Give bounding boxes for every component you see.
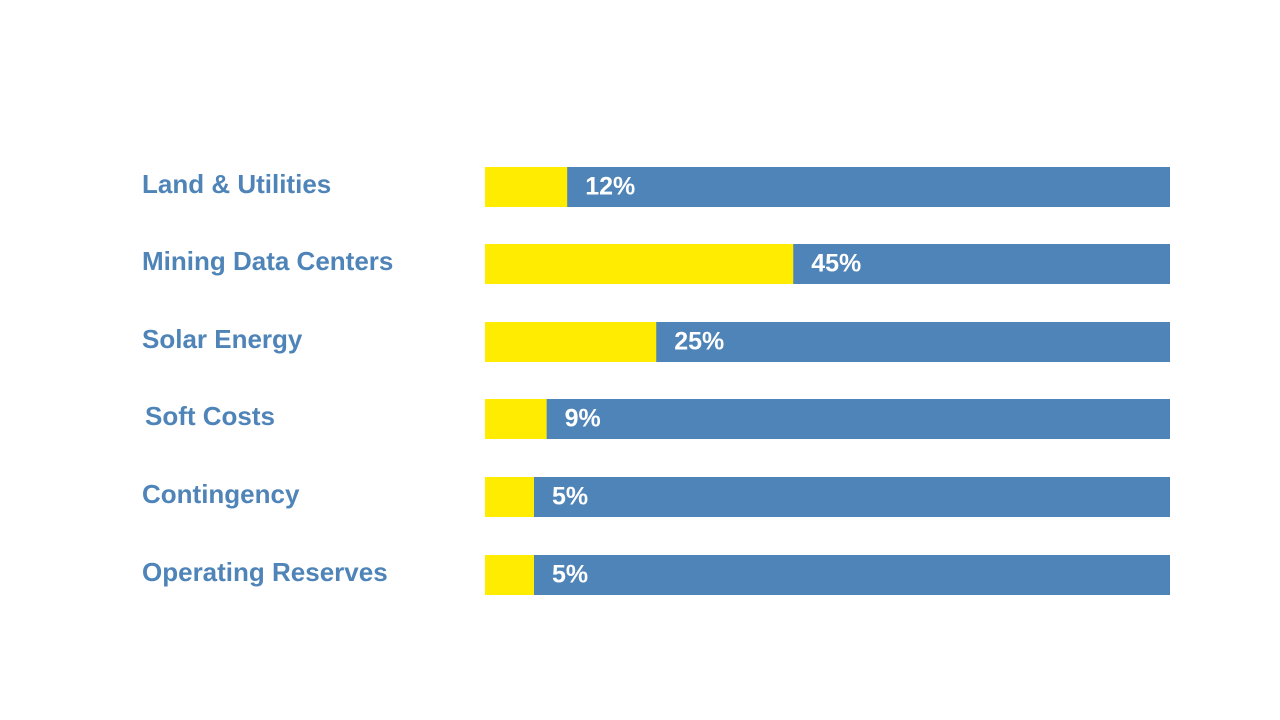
- bar-fill: [485, 555, 534, 595]
- bar-remainder: [485, 555, 1170, 595]
- value-label: 5%: [552, 483, 588, 511]
- bar-remainder: [485, 167, 1170, 207]
- bar-row: Soft Costs 9%: [145, 399, 1170, 439]
- value-label: 45%: [811, 250, 861, 278]
- category-label: Soft Costs: [145, 401, 275, 431]
- bar-fill: [485, 477, 534, 517]
- category-label: Contingency: [142, 479, 300, 509]
- bar-row: Contingency 5%: [142, 477, 1170, 517]
- bar-row: Operating Reserves 5%: [142, 555, 1170, 595]
- category-label: Land & Utilities: [142, 169, 331, 199]
- value-label: 5%: [552, 561, 588, 589]
- bar-fill: [485, 322, 657, 362]
- bar-remainder: [485, 399, 1170, 439]
- bar-row: Land & Utilities 12%: [142, 167, 1170, 207]
- category-label: Solar Energy: [142, 324, 303, 354]
- bar-fill: [485, 167, 568, 207]
- category-label: Operating Reserves: [142, 557, 388, 587]
- bar-row: Solar Energy 25%: [142, 322, 1170, 362]
- category-label: Mining Data Centers: [142, 246, 393, 276]
- bar-fill: [485, 244, 794, 284]
- value-label: 25%: [674, 328, 724, 356]
- bar-fill: [485, 399, 547, 439]
- bar-remainder: [485, 477, 1170, 517]
- bar-row: Mining Data Centers 45%: [142, 244, 1170, 284]
- value-label: 12%: [585, 173, 635, 201]
- value-label: 9%: [565, 405, 601, 433]
